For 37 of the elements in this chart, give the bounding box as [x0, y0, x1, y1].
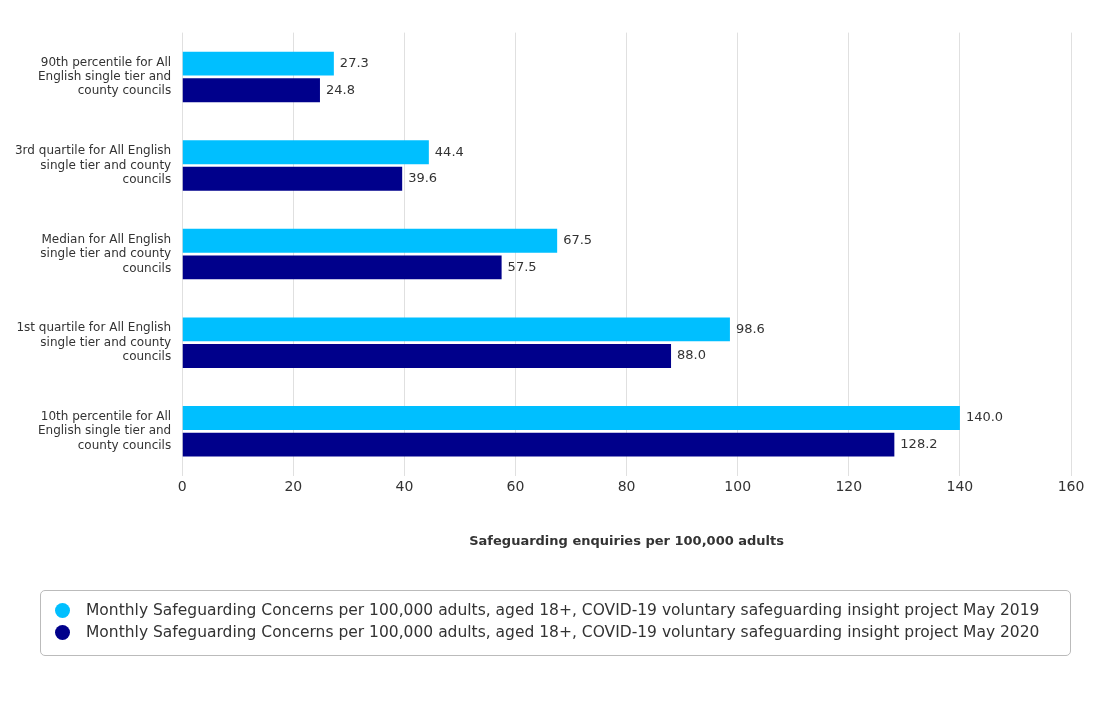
x-tick-label: 0 [177, 477, 187, 494]
data-label: 128.2 [900, 435, 938, 451]
legend-label: Monthly Safeguarding Concerns per 100,000 adults, aged 18+, COVID-19 voluntary safeguarding insight project May 2020 [86, 623, 1040, 641]
y-tick-label: 3rd quartile for All English single tier and county councils [14, 143, 172, 187]
bar [182, 317, 730, 342]
y-tick-label: 90th percentile for All English single tier and county councils [37, 54, 172, 98]
legend-label: Monthly Safeguarding Concerns per 100,000 adults, aged 18+, COVID-19 voluntary safeguarding insight project May 2019 [86, 601, 1040, 619]
bar [182, 166, 403, 191]
data-label: 140.0 [965, 409, 1004, 425]
y-tick-label: 1st quartile for All English single tier and county councils [16, 320, 172, 364]
x-tick-label: 40 [395, 477, 414, 494]
x-tick-label: 20 [284, 477, 303, 494]
data-label: 98.6 [735, 320, 765, 336]
bar [182, 228, 558, 253]
bar [182, 406, 960, 430]
x-axis-title: Safeguarding enquiries per 100,000 adults [469, 532, 785, 548]
bar [182, 140, 429, 165]
bar [182, 255, 502, 280]
x-tick-label: 120 [835, 477, 863, 494]
bar [182, 344, 672, 368]
y-tick-label: Median for All English single tier and county councils [40, 231, 172, 275]
bar [182, 78, 320, 103]
data-label: 39.6 [408, 170, 438, 186]
x-tick-label: 100 [724, 477, 752, 494]
y-tick-label: 10th percentile for All English single tier and county councils [37, 409, 172, 452]
data-label: 27.3 [339, 54, 369, 70]
bar [182, 432, 895, 457]
data-label: 67.5 [563, 232, 593, 248]
data-label: 57.5 [507, 258, 537, 274]
data-label: 44.4 [434, 143, 464, 159]
data-label: 24.8 [325, 81, 355, 97]
data-label: 88.0 [677, 347, 706, 363]
x-tick-label: 80 [617, 477, 636, 494]
x-tick-label: 160 [1057, 477, 1085, 494]
x-tick-label: 140 [946, 477, 974, 494]
bar [182, 51, 334, 76]
x-tick-label: 60 [506, 477, 525, 494]
